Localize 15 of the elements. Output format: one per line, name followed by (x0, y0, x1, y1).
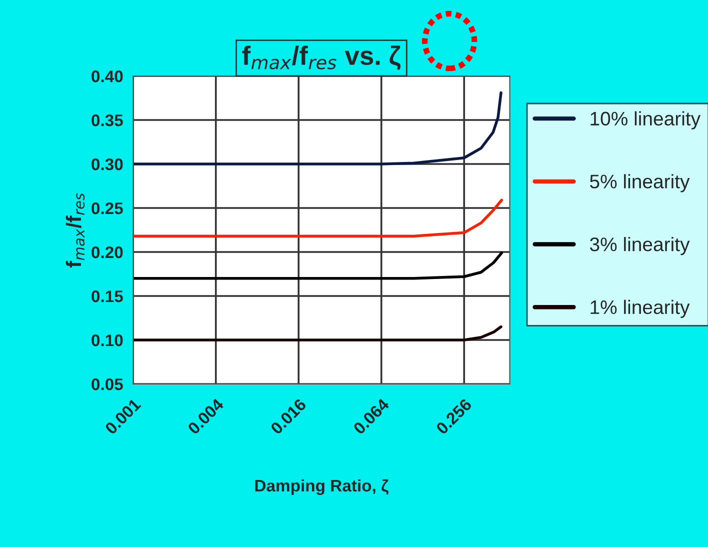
y-tick-label: 0.20 (92, 246, 123, 258)
y-tick-label: 0.15 (92, 290, 123, 302)
x-axis-title: Damping Ratio, ζ (255, 479, 388, 495)
y-axis-title: f$_{max}$/f$_{res}$ (66, 193, 85, 268)
y-tick-label: 0.40 (92, 70, 123, 82)
legend-label: 1% linearity (590, 300, 690, 318)
y-tick-label: 0.30 (92, 158, 123, 170)
legend-label: 10% linearity (590, 111, 701, 130)
y-tick-label: 0.05 (92, 378, 123, 390)
y-tick-label: 0.35 (92, 114, 123, 126)
y-tick-label: 0.10 (92, 334, 123, 346)
y-tick-label: 0.25 (92, 202, 123, 214)
chart-title: f$_{max}$/f$_{res}$ vs. ζ (242, 46, 401, 70)
legend-label: 3% linearity (590, 236, 690, 256)
legend-label: 5% linearity (590, 174, 690, 192)
